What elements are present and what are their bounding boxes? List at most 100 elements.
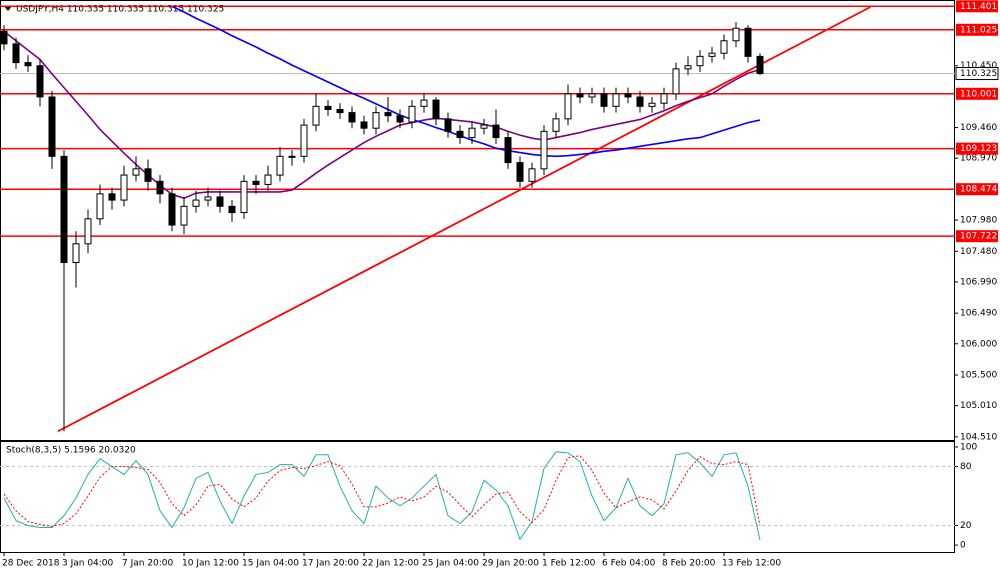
candle-body [228, 205, 236, 214]
y-tick-label: 0 [960, 541, 966, 551]
y-tick-label: 20 [960, 521, 972, 531]
indicator-line [3, 451, 761, 541]
candle-body [552, 118, 560, 132]
candle-body [252, 180, 260, 185]
candle-body [516, 162, 524, 182]
x-tick-label: 10 Jan 12:00 [182, 559, 239, 569]
level-label-bg [956, 0, 998, 13]
candle-body [288, 155, 296, 158]
y-tick-label: 105.010 [960, 401, 997, 411]
main-panel [0, 0, 955, 441]
y-tick-label: 108.970 [960, 154, 997, 164]
y-tick-label: 105.500 [960, 371, 997, 381]
x-tick-label: 22 Jan 12:00 [362, 559, 419, 569]
y-tick-label: 109.460 [960, 123, 997, 133]
trendline [57, 6, 871, 433]
indicator-line [3, 30, 761, 200]
candle-body [696, 55, 704, 67]
candle-body [624, 93, 632, 98]
y-tick-label: 107.980 [960, 216, 997, 226]
x-tick-label: 25 Jan 04:00 [422, 559, 479, 569]
level-label: 108.474 [960, 185, 997, 195]
level-label: 107.722 [960, 232, 997, 242]
x-tick-label: 17 Jan 20:00 [302, 559, 359, 569]
y-tick-label: 100 [960, 442, 977, 452]
candle-body [672, 68, 680, 95]
y-tick-label: 106.990 [960, 277, 997, 287]
candle-body [708, 52, 716, 57]
candle-body [648, 102, 656, 107]
candle-body [432, 99, 440, 120]
y-tick-label: 106.000 [960, 339, 997, 349]
candle-body [576, 93, 584, 98]
x-tick-label: 28 Dec 2018 [2, 559, 60, 569]
candle-body [96, 193, 104, 220]
x-tick-label: 3 Jan 04:00 [62, 559, 114, 569]
candle-body [60, 155, 68, 264]
candle-body [732, 27, 740, 42]
candle-body [636, 96, 644, 107]
candle-body [396, 115, 404, 123]
candle-body [180, 205, 188, 226]
candle-body [600, 93, 608, 107]
candle-body [420, 99, 428, 107]
candle-body [492, 124, 500, 139]
candle-body [348, 112, 356, 123]
candle-body [444, 118, 452, 132]
level-label-bg [956, 183, 998, 196]
candle-body [72, 243, 80, 264]
x-tick-label: 1 Feb 12:00 [542, 559, 596, 569]
chart-title: USDJPY,H4 110.335 110.335 110.315 110.32… [16, 5, 224, 15]
candle-body [192, 199, 200, 207]
level-label: 109.123 [960, 144, 997, 154]
candle-body [312, 105, 320, 126]
candle-body [588, 93, 596, 98]
candle-body [528, 168, 536, 182]
last-price-label: 110.325 [960, 69, 997, 79]
candle-body [240, 180, 248, 214]
level-label-bg [956, 142, 998, 155]
candle-body [408, 105, 416, 123]
candle-body [264, 174, 272, 185]
level-label-bg [956, 23, 998, 36]
candle-body [0, 30, 8, 45]
x-tick-label: 7 Jan 20:00 [122, 559, 174, 569]
candle-body [204, 196, 212, 201]
x-tick-label: 29 Jan 20:00 [482, 559, 539, 569]
candle-body [36, 65, 44, 98]
candle-body [300, 124, 308, 157]
y-tick-label: 106.490 [960, 309, 997, 319]
level-label-bg [956, 87, 998, 100]
candle-body [384, 112, 392, 117]
y-tick-label: 110.450 [960, 61, 997, 71]
candle-body [540, 130, 548, 170]
candle-body [456, 130, 464, 139]
candle-body [684, 65, 692, 70]
candle-body [720, 40, 728, 54]
x-tick-label: 6 Feb 04:00 [602, 559, 656, 569]
menu-triangle[interactable] [4, 6, 12, 11]
stoch-title: Stoch(8,3,5) 5.1596 20.0320 [6, 446, 136, 456]
candle-body [660, 93, 668, 104]
candle-body [216, 196, 224, 207]
candle-body [144, 168, 152, 182]
candle-body [132, 168, 140, 176]
candle-body [156, 180, 164, 195]
candle-body [276, 155, 284, 176]
y-tick-label: 107.480 [960, 247, 997, 257]
candle-body [324, 105, 332, 110]
candle-body [48, 96, 56, 157]
candle-body [24, 62, 32, 67]
candle-body [612, 93, 620, 107]
level-label: 110.001 [960, 89, 997, 99]
level-label-bg [956, 230, 998, 243]
candle-body [12, 43, 20, 64]
candle-body [468, 127, 476, 139]
candle-body [504, 137, 512, 164]
candle-body [360, 121, 368, 129]
last-price-bg [955, 67, 999, 81]
candle-body [336, 108, 344, 114]
candle-body [564, 93, 572, 120]
candle-body [480, 124, 488, 129]
